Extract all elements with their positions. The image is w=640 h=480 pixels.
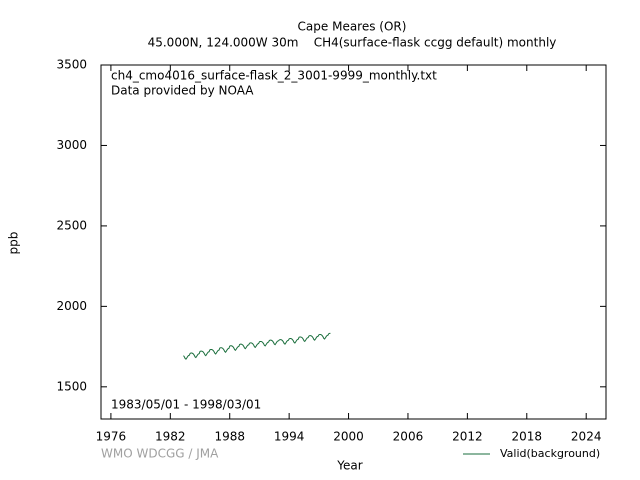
chart-title: Cape Meares (OR)	[298, 20, 407, 34]
y-tick-label: 3500	[56, 58, 87, 72]
annotation: ch4_cmo4016_surface-flask_2_3001-9999_mo…	[111, 69, 437, 83]
x-tick-label: 2018	[512, 430, 543, 444]
x-tick-label: 1988	[214, 430, 245, 444]
y-tick-label: 2500	[56, 218, 87, 232]
y-tick-label: 2000	[56, 299, 87, 313]
x-tick-label: 2024	[571, 430, 602, 444]
legend-label: Valid(background)	[500, 447, 600, 460]
chart-subtitle: 45.000N, 124.000W 30m CH4(surface-flask …	[148, 36, 557, 50]
x-tick-label: 1976	[96, 430, 127, 444]
y-axis-label: ppb	[7, 232, 21, 255]
x-tick-label: 1982	[155, 430, 186, 444]
x-tick-label: 2012	[452, 430, 483, 444]
data-line	[183, 332, 331, 360]
y-tick-label: 1500	[56, 379, 87, 393]
annotation: Data provided by NOAA	[111, 84, 254, 98]
x-tick-label: 2006	[393, 430, 424, 444]
y-tick-label: 3000	[56, 138, 87, 152]
annotation: 1983/05/01 - 1998/03/01	[111, 398, 261, 412]
x-axis-label: Year	[336, 459, 362, 473]
x-tick-label: 2000	[333, 430, 364, 444]
x-tick-label: 1994	[274, 430, 305, 444]
credit: WMO WDCGG / JMA	[101, 447, 219, 461]
plot-frame	[100, 64, 607, 420]
